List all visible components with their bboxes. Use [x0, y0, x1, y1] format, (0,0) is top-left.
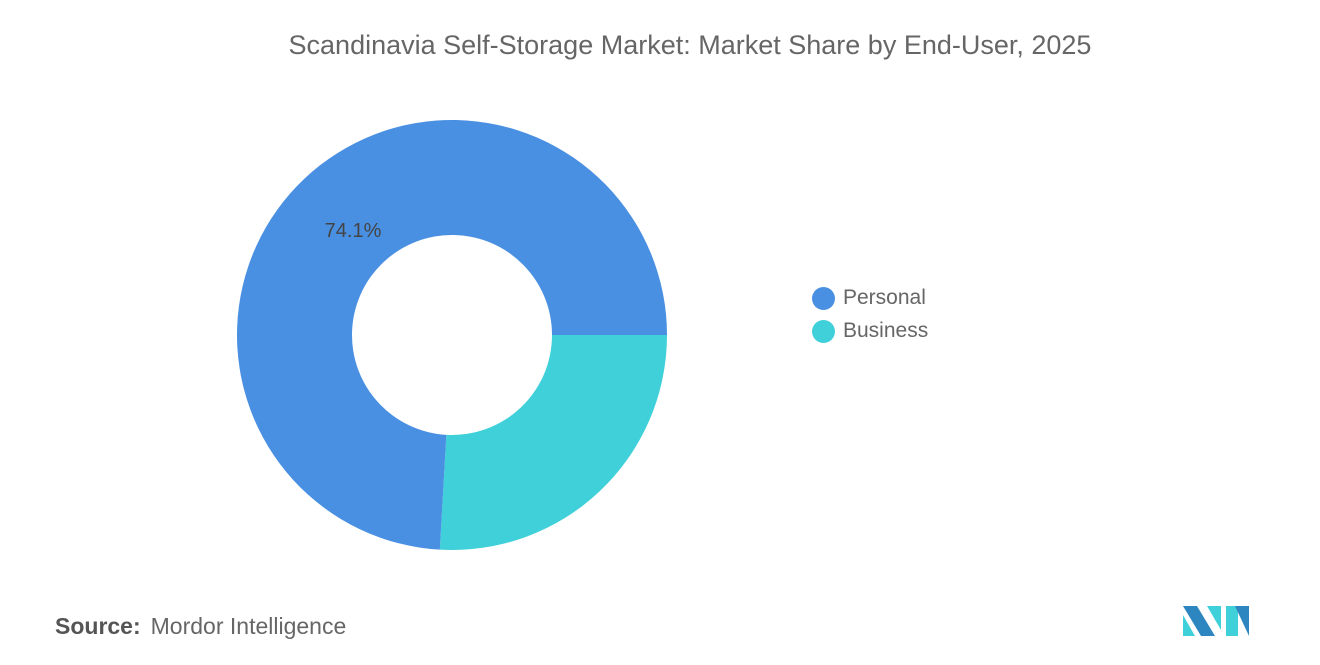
legend-swatch-business	[812, 319, 835, 343]
source-value: Mordor Intelligence	[150, 613, 347, 639]
mordor-intelligence-logo	[1183, 606, 1249, 636]
legend-label: Personal	[843, 286, 926, 309]
legend-label: Business	[843, 319, 929, 342]
chart-title: Scandinavia Self-Storage Market: Market …	[288, 30, 1092, 60]
data-label-personal: 74.1%	[325, 220, 382, 242]
legend-item-business: Business	[812, 319, 928, 343]
source-note: Source: Mordor Intelligence	[55, 613, 346, 640]
slice-business	[439, 335, 667, 550]
slice-personal	[236, 119, 667, 550]
source-label: Source:	[55, 613, 141, 639]
legend-item-personal: Personal	[812, 286, 926, 310]
legend-swatch-personal	[812, 286, 835, 310]
